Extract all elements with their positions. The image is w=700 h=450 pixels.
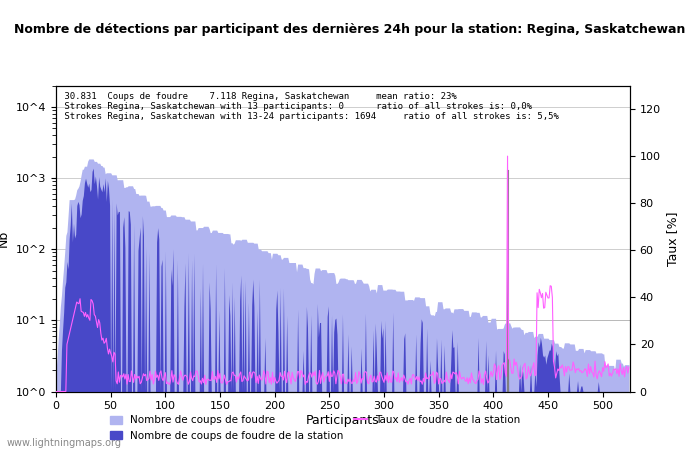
X-axis label: Participants: Participants — [306, 414, 380, 427]
Legend: Nombre de coups de foudre, Nombre de coups de foudre de la station, Taux de foud: Nombre de coups de foudre, Nombre de cou… — [106, 411, 524, 445]
Text: 30.831  Coups de foudre    7.118 Regina, Saskatchewan     mean ratio: 23%
 Strok: 30.831 Coups de foudre 7.118 Regina, Sas… — [59, 92, 559, 122]
Y-axis label: Taux [%]: Taux [%] — [666, 211, 680, 266]
Y-axis label: Nb: Nb — [0, 230, 10, 247]
Text: www.lightningmaps.org: www.lightningmaps.org — [7, 437, 122, 447]
Text: Nombre de détections par participant des dernières 24h pour la station: Regina, : Nombre de détections par participant des… — [14, 22, 686, 36]
